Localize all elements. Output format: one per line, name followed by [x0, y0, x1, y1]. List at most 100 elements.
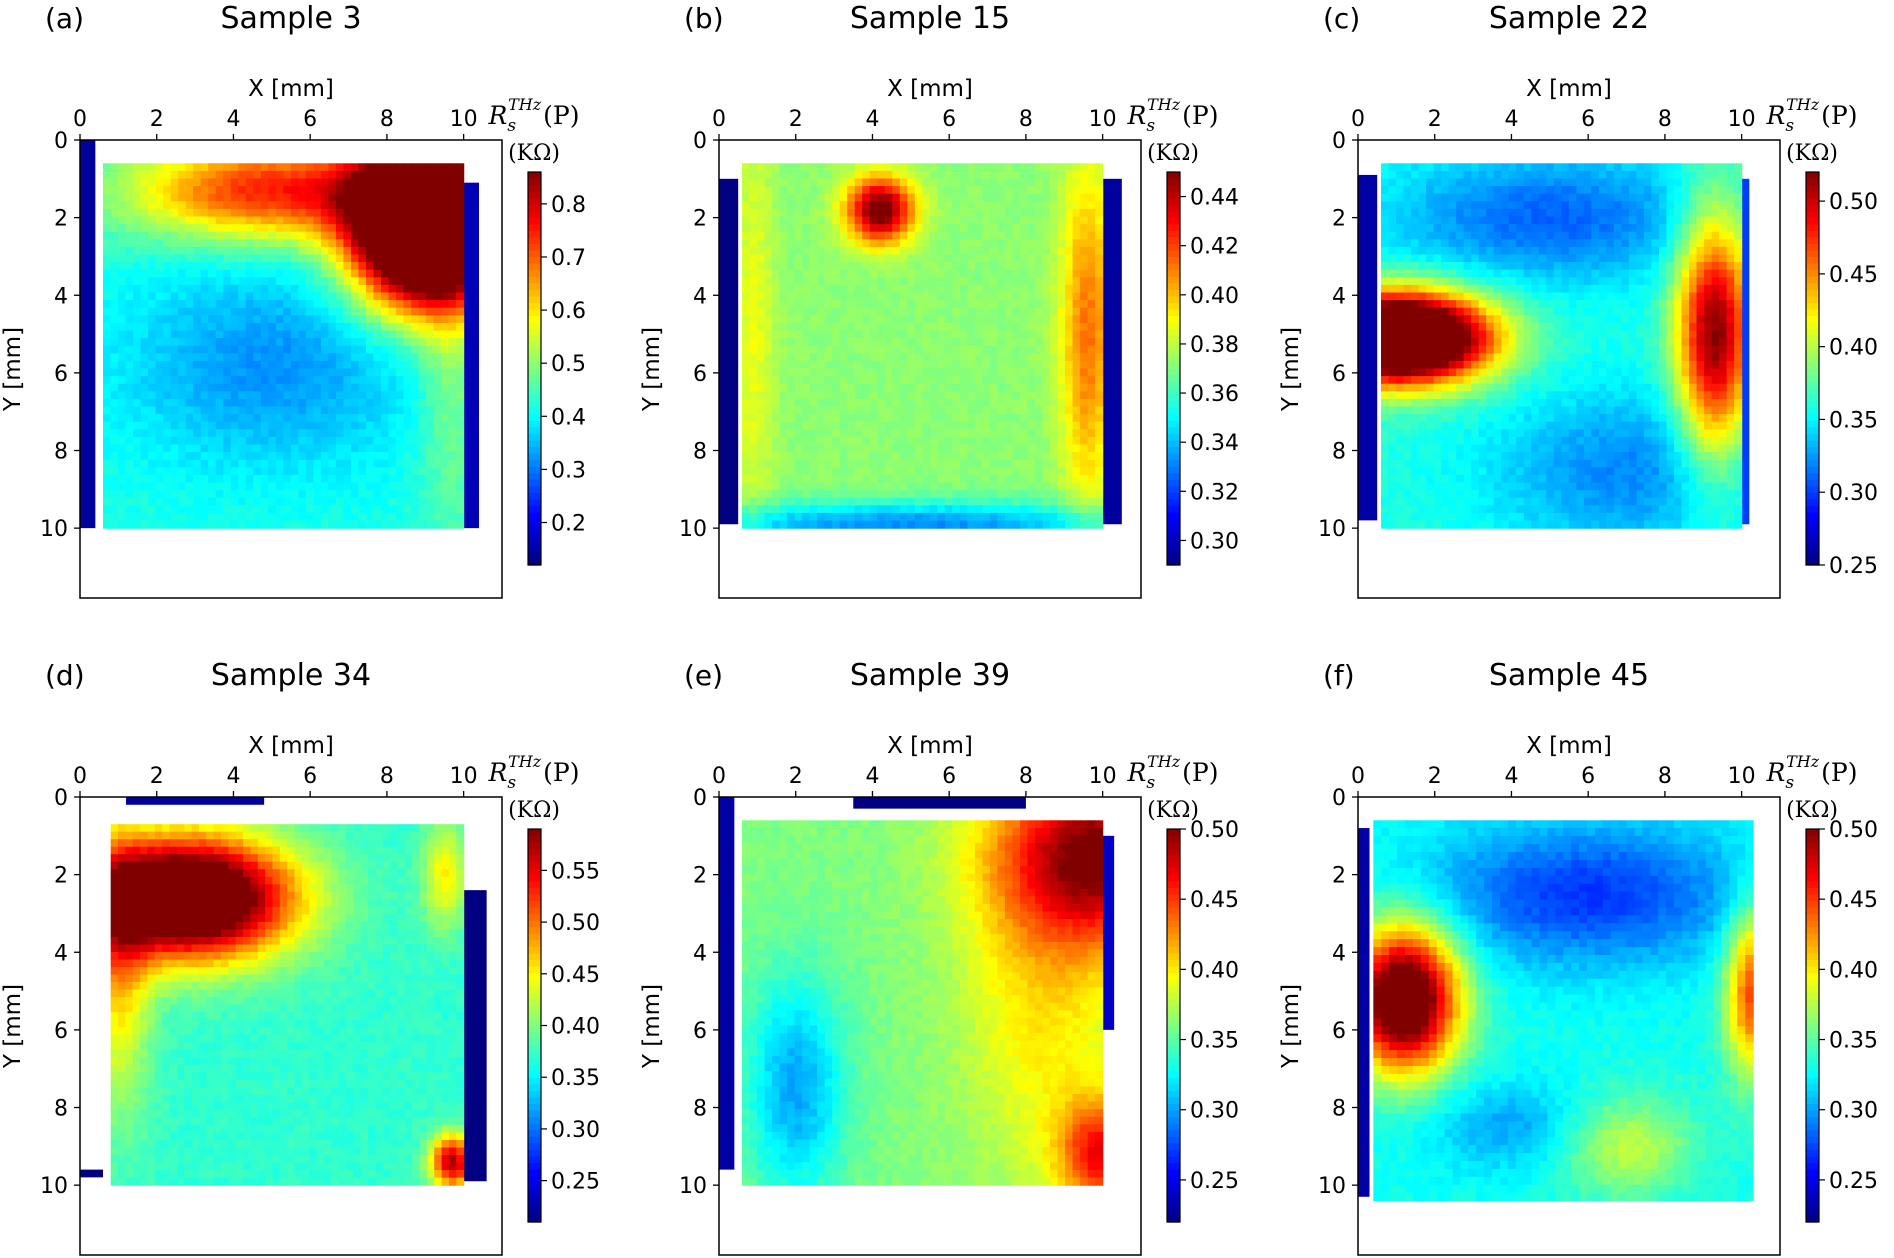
heatmap-cell [441, 414, 450, 423]
heatmap-cell [388, 467, 397, 476]
heatmap-cell [1004, 239, 1014, 248]
heatmap-cell [1019, 201, 1029, 210]
heatmap-cell [365, 186, 375, 195]
heatmap-cell [223, 322, 232, 332]
heatmap-cell [817, 429, 826, 438]
heatmap-cell [764, 193, 773, 202]
heatmap-cell [1050, 482, 1059, 491]
heatmap-cell [373, 231, 382, 240]
heatmap-cell [1087, 186, 1096, 195]
heatmap-cell [253, 338, 262, 347]
heatmap-cell [854, 376, 863, 385]
heatmap-cell [959, 231, 968, 240]
heatmap-cell [907, 452, 916, 461]
heatmap-cell [133, 368, 142, 377]
colorbar-segment [528, 355, 541, 363]
heatmap-cell [937, 436, 946, 446]
heatmap-cell [396, 193, 405, 202]
heatmap-cell [862, 429, 871, 438]
heatmap-cell [193, 406, 202, 415]
heatmap-cell [847, 224, 856, 233]
heatmap-cell [305, 383, 314, 392]
heatmap-cell [787, 376, 796, 385]
heatmap-cell [426, 163, 435, 172]
heatmap-cell [170, 391, 179, 400]
heatmap-cell [125, 467, 134, 476]
heatmap-cell [1042, 512, 1051, 522]
heatmap-cell [290, 284, 299, 294]
heatmap-cell [944, 376, 953, 385]
heatmap-cell [365, 201, 375, 210]
heatmap-cell [313, 231, 322, 240]
heatmap-cell [922, 178, 931, 187]
heatmap-cell [426, 497, 435, 506]
heatmap-cell [742, 391, 751, 400]
heatmap-cell [133, 505, 142, 514]
heatmap-cell [959, 360, 968, 370]
heatmap-cell [1042, 360, 1051, 370]
heatmap-cell [456, 467, 465, 476]
heatmap-cell [223, 239, 232, 248]
heatmap-cell [245, 284, 254, 294]
heatmap-cell [787, 170, 796, 180]
heatmap-cell [997, 292, 1006, 301]
heatmap-cell [1411, 178, 1420, 187]
heatmap-cell [163, 421, 172, 430]
heatmap-cell [118, 497, 127, 506]
heatmap-cell [388, 444, 397, 453]
heatmap-cell [914, 474, 923, 484]
heatmap-cell [238, 186, 247, 195]
heatmap-cell [365, 315, 375, 324]
heatmap-cell [275, 376, 284, 385]
heatmap-cell [974, 414, 984, 423]
heatmap-cell [283, 421, 292, 430]
heatmap-cell [817, 414, 826, 423]
heatmap-cell [764, 208, 773, 218]
heatmap-cell [1726, 163, 1735, 172]
heatmap-cell [892, 315, 901, 324]
heatmap-cell [1035, 277, 1044, 286]
heatmap-cell [772, 520, 781, 529]
heatmap-cell [1508, 163, 1517, 172]
heatmap-cell [802, 284, 811, 294]
heatmap-cell [1080, 277, 1089, 286]
heatmap-cell [411, 383, 420, 392]
heatmap-cell [809, 459, 818, 468]
heatmap-cell [110, 307, 119, 316]
colorbar-segment [528, 427, 541, 435]
heatmap-cell [155, 414, 164, 423]
heatmap-cell [839, 292, 848, 301]
heatmap-cell [110, 512, 119, 522]
heatmap-cell [907, 330, 916, 339]
heatmap-cell [959, 474, 968, 484]
heatmap-cell [178, 224, 187, 233]
heatmap-cell [794, 322, 803, 332]
heatmap-cell [350, 170, 360, 180]
heatmap-cell [441, 360, 450, 370]
heatmap-cell [914, 338, 923, 347]
heatmap-cell [441, 178, 450, 187]
heatmap-cell [1057, 474, 1066, 484]
heatmap-cell [245, 421, 254, 430]
heatmap-cell [1065, 277, 1074, 286]
heatmap-cell [832, 254, 841, 263]
heatmap-cell [380, 452, 390, 461]
heatmap-cell [779, 216, 788, 225]
heatmap-cell [1087, 368, 1096, 377]
heatmap-cell [268, 269, 277, 278]
heatmap-cell [230, 376, 239, 385]
heatmap-cell [215, 482, 224, 491]
heatmap-cell [365, 360, 375, 370]
heatmap-cell [1426, 163, 1435, 172]
heatmap-cell [1057, 436, 1066, 446]
heatmap-cell [1080, 505, 1089, 514]
heatmap-cell [193, 421, 202, 430]
heatmap-cell [877, 193, 886, 202]
heatmap-cell [929, 360, 938, 370]
heatmap-cell [403, 193, 412, 202]
heatmap-cell [1019, 178, 1029, 187]
heatmap-cell [238, 353, 247, 362]
heatmap-cell [869, 414, 878, 423]
heatmap-cell [764, 353, 773, 362]
heatmap-cell [742, 368, 751, 377]
